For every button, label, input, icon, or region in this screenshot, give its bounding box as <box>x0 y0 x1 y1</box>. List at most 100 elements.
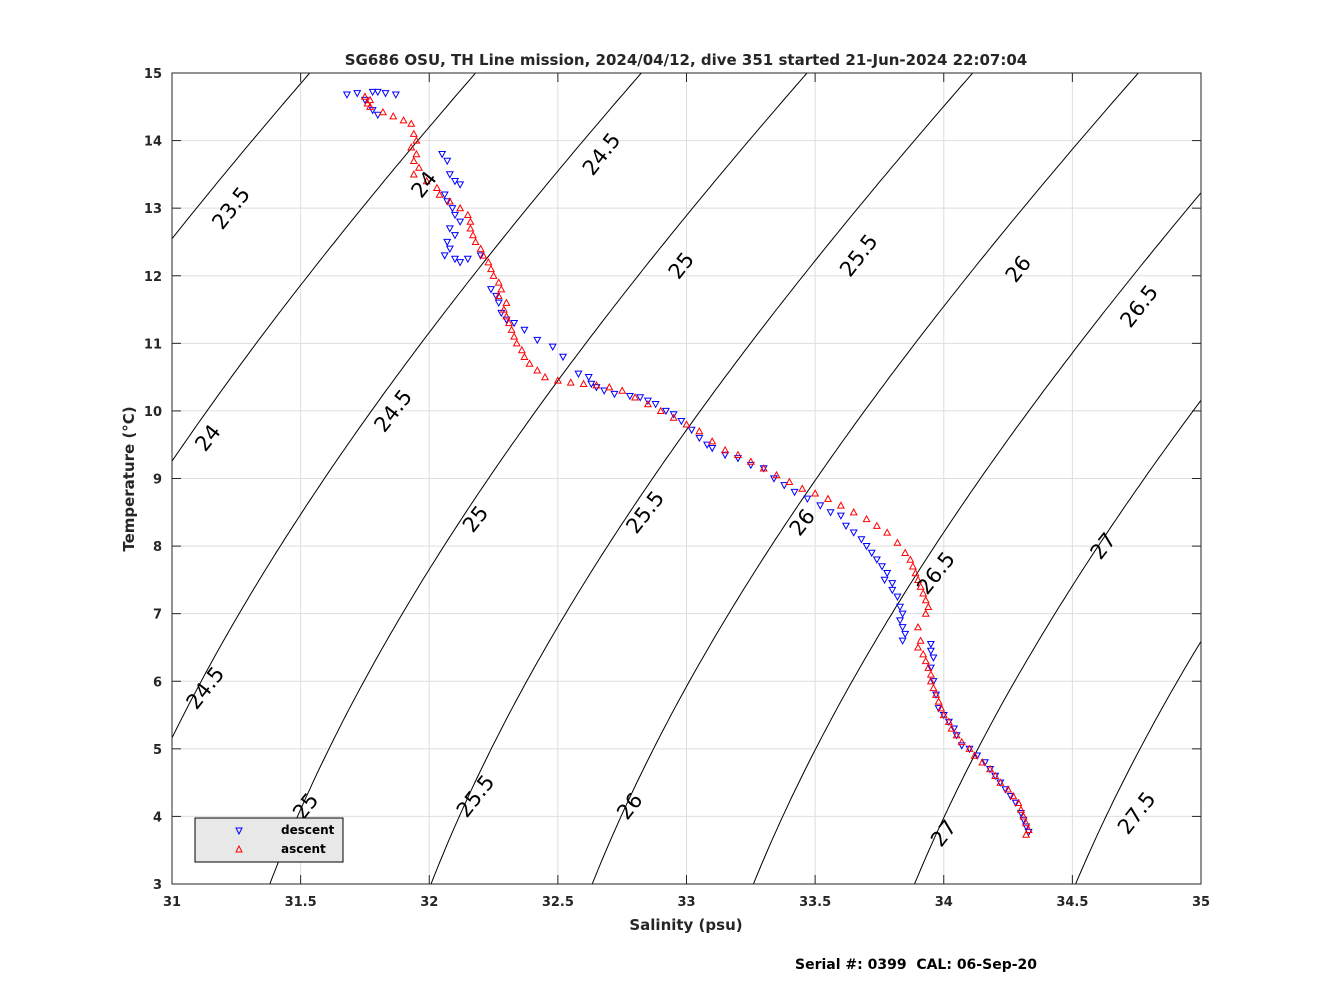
ascent-marker <box>618 386 627 394</box>
descent-marker <box>888 586 897 595</box>
ascent-marker <box>957 737 966 746</box>
descent-marker <box>520 326 529 335</box>
ascent-marker <box>502 298 511 306</box>
descent-marker <box>1011 799 1020 808</box>
descent-marker <box>898 637 907 645</box>
ascent-marker <box>517 345 526 354</box>
descent-marker <box>456 218 465 226</box>
ascent-marker <box>468 230 478 239</box>
ascent-marker <box>1009 791 1018 800</box>
ascent-marker <box>507 325 516 333</box>
ascent-marker <box>785 477 794 485</box>
ascent-marker <box>913 622 923 631</box>
descent-marker <box>438 151 447 159</box>
ascent-marker <box>669 413 678 421</box>
serial-cal-footer: Serial #: 0399 CAL: 06-Sep-20 <box>795 957 1038 973</box>
ascent-marker <box>486 264 496 273</box>
descent-marker <box>1022 823 1031 831</box>
x-tick-label: 35 <box>1192 895 1210 910</box>
descent-marker <box>610 390 619 399</box>
ascent-marker <box>811 489 820 497</box>
descent-marker <box>849 529 858 537</box>
density-contours <box>172 73 1201 884</box>
descent-marker <box>448 205 457 213</box>
descent-marker <box>636 394 645 402</box>
descent-marker <box>790 488 799 497</box>
y-tick-label: 7 <box>153 608 162 623</box>
y-tick-label: 9 <box>153 473 162 488</box>
ascent-marker <box>893 538 902 546</box>
ascent-marker <box>965 744 974 752</box>
ascent-marker <box>708 437 717 445</box>
descent-marker <box>502 316 511 324</box>
ascent-marker <box>389 112 398 120</box>
descent-marker <box>888 580 897 588</box>
y-tick-label: 14 <box>144 135 162 150</box>
ascent-marker <box>772 470 781 479</box>
descent-marker <box>440 252 449 260</box>
descent-marker <box>510 319 519 328</box>
ascent-marker <box>931 690 941 698</box>
y-tick-label: 12 <box>144 270 162 285</box>
descent-marker <box>381 90 390 98</box>
ascent-marker <box>862 514 871 523</box>
ascent-marker <box>414 163 424 171</box>
descent-marker <box>867 549 876 558</box>
descent-marker <box>443 238 452 247</box>
descent-marker <box>440 191 449 199</box>
ascent-marker <box>872 521 881 529</box>
descent-marker <box>533 336 542 345</box>
descent-marker <box>558 353 568 362</box>
ascent-marker <box>412 149 421 158</box>
ascent-marker <box>1019 812 1028 820</box>
axis-ticks: 31 31.5 32 32.5 33 33.5 34 34.5 3534567891011121… <box>144 67 1210 910</box>
descent-marker <box>895 603 905 612</box>
descent-marker <box>929 678 938 686</box>
ascent-marker <box>466 224 475 232</box>
descent-marker <box>342 91 351 99</box>
descent-marker <box>669 411 678 419</box>
descent-marker <box>661 407 670 416</box>
ascent-marker <box>695 426 704 435</box>
ascent-marker <box>412 136 421 144</box>
descent-marker <box>929 654 938 662</box>
descent-marker <box>949 725 959 733</box>
descent-marker <box>1001 786 1010 794</box>
ascent-marker <box>759 464 768 472</box>
descent-marker <box>677 417 686 426</box>
ascent-marker <box>1024 825 1033 834</box>
descent-marker <box>926 640 935 649</box>
descent-marker <box>926 664 935 672</box>
y-tick-label: 3 <box>153 878 162 893</box>
ascent-marker <box>656 406 665 415</box>
ascent-marker <box>991 771 1000 779</box>
grid-lines <box>172 73 1201 884</box>
descent-marker <box>780 482 789 490</box>
density-contour-line <box>430 73 974 884</box>
descent-marker <box>443 157 452 166</box>
x-tick-label: 32.5 <box>542 895 574 910</box>
ascent-marker <box>921 609 930 617</box>
descent-marker <box>450 232 460 240</box>
x-axis-label: Salinity (psu) <box>629 916 742 934</box>
descent-marker <box>360 96 369 105</box>
x-tick-label: 34 <box>935 895 953 910</box>
ascent-marker <box>407 143 416 151</box>
descent-marker <box>895 617 905 625</box>
descent-marker <box>1016 809 1025 818</box>
ascent-marker <box>407 119 416 127</box>
y-tick-label: 8 <box>153 540 162 555</box>
ascent-marker <box>512 339 521 347</box>
ascent-marker <box>432 183 442 191</box>
x-tick-label: 32 <box>420 895 438 910</box>
ascent-marker <box>422 176 431 185</box>
descent-marker <box>368 88 377 97</box>
ascent-marker <box>721 445 730 454</box>
y-tick-label: 11 <box>144 337 162 352</box>
descent-marker <box>445 245 454 253</box>
ascent-marker <box>1004 785 1013 793</box>
ascent-marker <box>525 359 534 367</box>
x-tick-label: 31.5 <box>285 895 317 910</box>
descent-marker <box>926 647 935 656</box>
descent-marker <box>456 259 465 267</box>
